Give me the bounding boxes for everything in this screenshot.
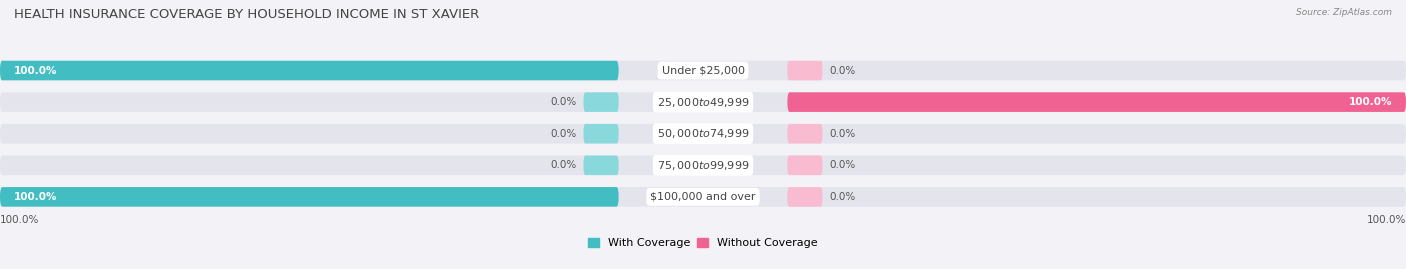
- FancyBboxPatch shape: [787, 61, 823, 80]
- Text: 100.0%: 100.0%: [14, 192, 58, 202]
- FancyBboxPatch shape: [787, 187, 823, 207]
- Text: $50,000 to $74,999: $50,000 to $74,999: [657, 127, 749, 140]
- Text: 0.0%: 0.0%: [830, 129, 856, 139]
- Text: HEALTH INSURANCE COVERAGE BY HOUSEHOLD INCOME IN ST XAVIER: HEALTH INSURANCE COVERAGE BY HOUSEHOLD I…: [14, 8, 479, 21]
- FancyBboxPatch shape: [583, 124, 619, 143]
- FancyBboxPatch shape: [583, 155, 619, 175]
- FancyBboxPatch shape: [0, 61, 619, 80]
- Text: 0.0%: 0.0%: [830, 160, 856, 170]
- Text: 0.0%: 0.0%: [550, 129, 576, 139]
- Text: 100.0%: 100.0%: [14, 66, 58, 76]
- Text: Source: ZipAtlas.com: Source: ZipAtlas.com: [1296, 8, 1392, 17]
- FancyBboxPatch shape: [787, 155, 823, 175]
- FancyBboxPatch shape: [787, 92, 1406, 112]
- FancyBboxPatch shape: [583, 92, 619, 112]
- Text: Under $25,000: Under $25,000: [661, 66, 745, 76]
- FancyBboxPatch shape: [0, 187, 1406, 207]
- Text: $100,000 and over: $100,000 and over: [650, 192, 756, 202]
- Text: 100.0%: 100.0%: [1348, 97, 1392, 107]
- Text: 100.0%: 100.0%: [1367, 215, 1406, 225]
- Text: $75,000 to $99,999: $75,000 to $99,999: [657, 159, 749, 172]
- Text: 0.0%: 0.0%: [550, 97, 576, 107]
- Legend: With Coverage, Without Coverage: With Coverage, Without Coverage: [583, 233, 823, 253]
- FancyBboxPatch shape: [0, 61, 1406, 80]
- Text: $25,000 to $49,999: $25,000 to $49,999: [657, 95, 749, 109]
- FancyBboxPatch shape: [0, 92, 1406, 112]
- Text: 100.0%: 100.0%: [0, 215, 39, 225]
- FancyBboxPatch shape: [787, 124, 823, 143]
- FancyBboxPatch shape: [0, 124, 1406, 143]
- FancyBboxPatch shape: [0, 155, 1406, 175]
- Text: 0.0%: 0.0%: [550, 160, 576, 170]
- Text: 0.0%: 0.0%: [830, 192, 856, 202]
- FancyBboxPatch shape: [0, 187, 619, 207]
- Text: 0.0%: 0.0%: [830, 66, 856, 76]
